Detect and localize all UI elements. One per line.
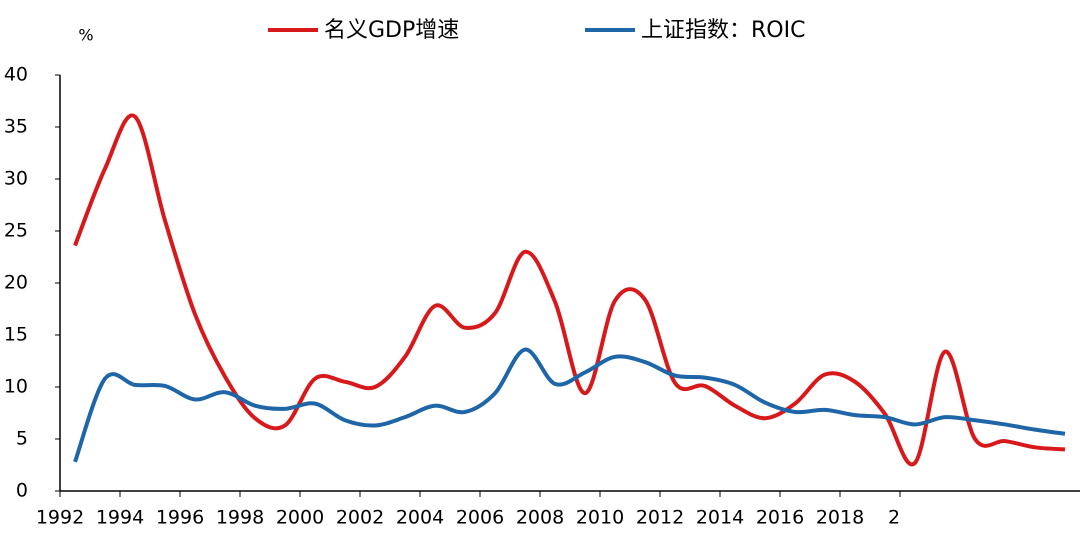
- y-tick-label: 30: [4, 168, 28, 190]
- y-tick-label: 5: [16, 428, 28, 450]
- y-tick-label: 40: [4, 64, 28, 86]
- x-tick-label: 2000: [276, 507, 324, 529]
- x-tick-label: 2008: [516, 507, 564, 529]
- x-tick-label: 2012: [636, 507, 684, 529]
- x-tick-label: 1994: [96, 507, 144, 529]
- x-tick-label: 2010: [576, 507, 624, 529]
- y-axis-label: %: [78, 26, 93, 45]
- x-tick-label: 1998: [216, 507, 264, 529]
- x-tick-label: 2018: [816, 507, 864, 529]
- x-tick-label: 2002: [336, 507, 384, 529]
- y-tick-label: 15: [4, 324, 28, 346]
- x-tick-label: 2006: [456, 507, 504, 529]
- series-line: [73, 113, 1066, 467]
- y-tick-label: 25: [4, 220, 28, 242]
- x-tick-label: 2014: [696, 507, 744, 529]
- y-tick-label: 20: [4, 272, 28, 294]
- y-tick-label: 0: [16, 480, 28, 502]
- y-tick-label: 35: [4, 116, 28, 138]
- x-tick-label: 2004: [396, 507, 444, 529]
- x-tick-label: 2016: [756, 507, 804, 529]
- legend: 名义GDP增速 上证指数：ROIC: [268, 18, 805, 43]
- legend-label: 上证指数：ROIC: [641, 18, 805, 43]
- x-tick-label: 1992: [36, 507, 84, 529]
- x-tick-label: 1996: [156, 507, 204, 529]
- y-tick-label: 10: [4, 376, 28, 398]
- series-line: [73, 347, 1066, 463]
- x-tick-label: 2: [888, 507, 900, 529]
- legend-label: 名义GDP增速: [324, 18, 459, 43]
